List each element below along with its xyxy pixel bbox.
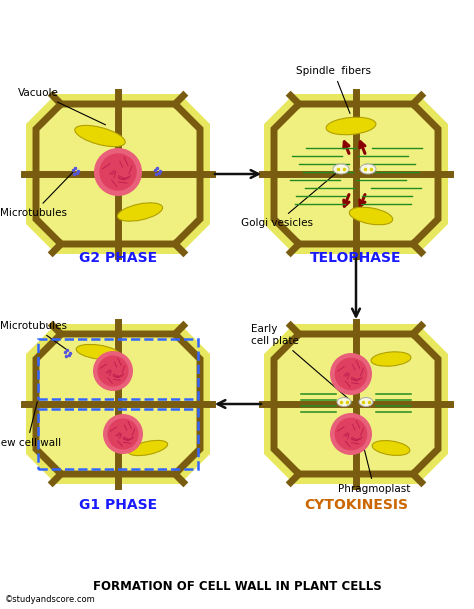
Text: Microtubules: Microtubules — [0, 171, 74, 218]
Text: FORMATION OF CELL WALL IN PLANT CELLS: FORMATION OF CELL WALL IN PLANT CELLS — [92, 580, 382, 594]
Ellipse shape — [128, 440, 168, 456]
Polygon shape — [36, 334, 200, 474]
Text: Phragmoplast: Phragmoplast — [338, 419, 410, 494]
Circle shape — [335, 357, 367, 390]
Text: ©studyandscore.com: ©studyandscore.com — [5, 595, 96, 604]
Polygon shape — [26, 324, 210, 484]
Circle shape — [103, 414, 143, 454]
Circle shape — [335, 418, 367, 451]
Ellipse shape — [76, 345, 120, 359]
Circle shape — [93, 351, 133, 391]
Circle shape — [94, 148, 142, 196]
Ellipse shape — [360, 164, 376, 174]
Circle shape — [330, 353, 372, 395]
Text: CYTOKINESIS: CYTOKINESIS — [304, 498, 408, 512]
Text: TELOPHASE: TELOPHASE — [310, 251, 402, 265]
Circle shape — [108, 418, 138, 449]
Ellipse shape — [372, 440, 410, 456]
Ellipse shape — [333, 164, 349, 174]
Ellipse shape — [118, 203, 163, 221]
Text: Spindle  fibers: Spindle fibers — [296, 66, 371, 113]
Circle shape — [99, 153, 137, 191]
Ellipse shape — [75, 125, 125, 147]
Ellipse shape — [349, 207, 393, 225]
Text: G2 PHASE: G2 PHASE — [79, 251, 157, 265]
Text: Microtubules: Microtubules — [0, 321, 68, 350]
Circle shape — [97, 356, 128, 387]
Polygon shape — [36, 104, 200, 244]
Text: Early
cell plate: Early cell plate — [251, 325, 349, 399]
Circle shape — [330, 413, 372, 455]
Ellipse shape — [326, 118, 376, 135]
Text: Vacuole: Vacuole — [18, 88, 106, 125]
Bar — [38, 339, 198, 399]
Polygon shape — [274, 104, 438, 244]
Ellipse shape — [337, 398, 351, 406]
Polygon shape — [274, 334, 438, 474]
Text: New cell wall: New cell wall — [0, 402, 61, 448]
Text: G1 PHASE: G1 PHASE — [79, 498, 157, 512]
Polygon shape — [26, 94, 210, 254]
Ellipse shape — [359, 398, 373, 406]
Ellipse shape — [371, 352, 411, 366]
Polygon shape — [264, 94, 448, 254]
Polygon shape — [264, 324, 448, 484]
Bar — [38, 409, 198, 469]
Text: Golgi vesicles: Golgi vesicles — [241, 171, 339, 228]
